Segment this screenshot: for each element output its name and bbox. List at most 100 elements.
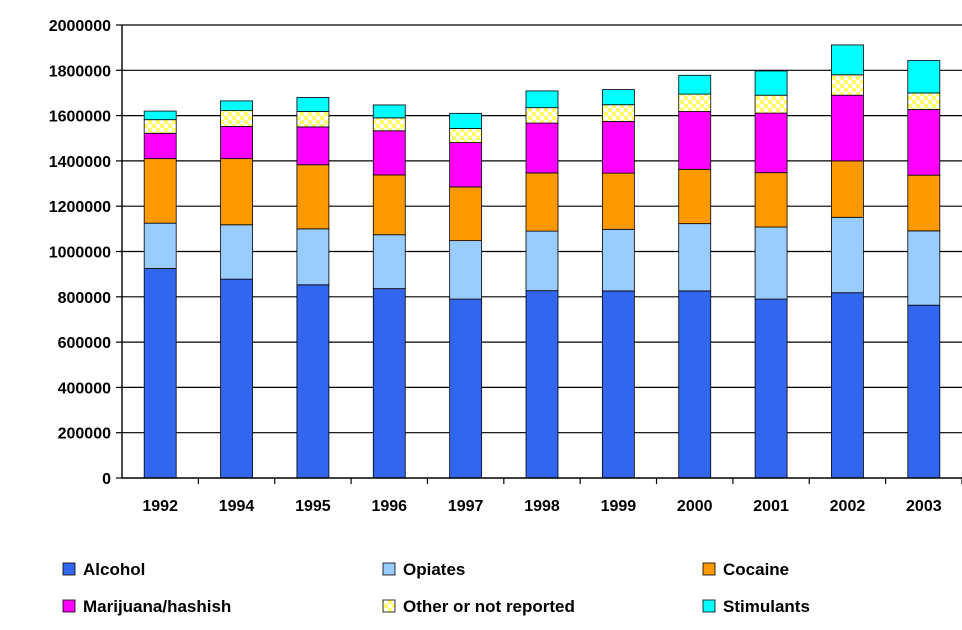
bar-segment [143, 110, 177, 121]
bar-segment [372, 104, 406, 119]
bar-segment [907, 109, 941, 176]
legend-swatch [702, 599, 716, 613]
legend-label: Marijuana/hashish [83, 597, 231, 616]
bar-segment [525, 90, 559, 109]
bar-segment [601, 121, 635, 174]
bar-segment [220, 126, 253, 160]
x-tick-label: 1999 [601, 498, 637, 515]
bar-segment [449, 240, 483, 300]
bar-segment [449, 186, 483, 242]
bar-segment [678, 290, 712, 479]
bar-segment [220, 100, 253, 112]
x-tick-label: 2000 [677, 498, 713, 515]
bar-segment [372, 234, 406, 290]
bar-segment [754, 94, 788, 114]
bar-segment [678, 93, 712, 112]
bar-segment [220, 278, 253, 479]
y-tick-label: 1400000 [49, 154, 111, 171]
bar-segment [907, 174, 941, 232]
bar-segment [907, 92, 941, 110]
x-tick-label: 1996 [371, 498, 407, 515]
bar-segment [678, 111, 712, 170]
bar-segment [601, 172, 635, 230]
legend-swatch [62, 599, 76, 613]
bar-segment [601, 104, 635, 122]
bar-segment [296, 164, 330, 230]
bar-segment [296, 111, 330, 128]
bar-segment [372, 130, 406, 176]
legend-label: Stimulants [723, 597, 810, 616]
bar-segment [143, 119, 177, 134]
bar-segment [449, 142, 483, 188]
legend-label: Alcohol [83, 560, 145, 579]
bar-segment [831, 292, 864, 479]
y-tick-label: 1000000 [49, 245, 111, 262]
x-tick-label: 1994 [219, 498, 255, 515]
bar-segment [143, 132, 177, 160]
bar-segment [525, 290, 559, 479]
bar-segment [907, 304, 941, 479]
x-tick-label: 1995 [295, 498, 331, 515]
axes: 0 200000 400000 600000 800000 1000000 1200000 1… [49, 18, 962, 515]
bar-segment [525, 172, 559, 232]
bar-segment [296, 126, 330, 166]
bar-segment [449, 128, 483, 143]
y-tick-label: 0 [102, 471, 111, 488]
y-tick-label: 2000000 [49, 18, 111, 35]
bar-segment [678, 74, 712, 95]
bar-segment [678, 223, 712, 292]
bar-segment [296, 97, 330, 112]
y-tick-label: 600000 [58, 335, 111, 352]
bar-segment [449, 112, 483, 129]
bar-segment [525, 230, 559, 292]
bar-segment [372, 288, 406, 479]
x-tick-label: 1998 [524, 498, 560, 515]
legend-swatch [382, 599, 396, 613]
legend-swatch [702, 562, 716, 576]
x-tick-label: 1992 [142, 498, 178, 515]
bar-segment [831, 216, 864, 294]
bar-segment [601, 228, 635, 292]
bar-segment [296, 284, 330, 479]
legend-label: Other or not reported [403, 597, 575, 616]
bar-segment [754, 298, 788, 479]
bar-segment [907, 230, 941, 306]
bar-segment [525, 122, 559, 174]
bar-segment [601, 89, 635, 106]
bar-segment [143, 222, 177, 269]
y-tick-label: 1200000 [49, 199, 111, 216]
y-tick-label: 1800000 [49, 63, 111, 80]
bar-segment [220, 158, 253, 226]
legend-label: Opiates [403, 560, 465, 579]
x-tick-label: 1997 [448, 498, 484, 515]
bar-segment [601, 290, 635, 479]
bar-segment [831, 44, 864, 76]
y-tick-label: 200000 [58, 426, 111, 443]
bar-segment [372, 174, 406, 236]
bar-segment [449, 298, 483, 479]
bar-segment [525, 107, 559, 124]
x-tick-label: 2002 [830, 498, 866, 515]
legend-swatch [382, 562, 396, 576]
bar-segment [143, 158, 177, 224]
y-tick-label: 1600000 [49, 109, 111, 126]
bar-segment [831, 160, 864, 218]
bar-segment [831, 94, 864, 162]
bar-segment [296, 228, 330, 286]
legend-label: Cocaine [723, 560, 789, 579]
bar-segment [907, 60, 941, 94]
bar-segment [220, 110, 253, 127]
bars [143, 44, 941, 479]
bar-segment [754, 172, 788, 228]
legend: Alcohol Opiates Cocaine Marijuana/hashish Ot… [62, 560, 810, 616]
bar-segment [372, 117, 406, 132]
bar-segment [754, 70, 788, 96]
x-tick-label: 2001 [753, 498, 789, 515]
y-tick-label: 400000 [58, 380, 111, 397]
bar-segment [754, 112, 788, 174]
bar-segment [754, 226, 788, 300]
bar-segment [831, 74, 864, 96]
bar-segment [678, 168, 712, 225]
